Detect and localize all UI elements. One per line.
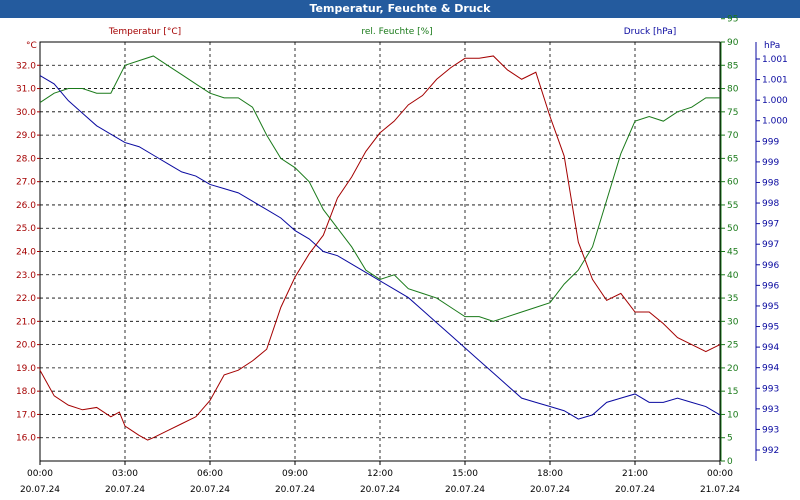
humidity-tick-label: 5	[727, 434, 733, 444]
temperature-tick-label: 23.0	[16, 271, 36, 281]
temperature-tick-label: 27.0	[16, 178, 36, 188]
temperature-tick-label: 24.0	[16, 248, 36, 258]
series-line-pressure	[39, 75, 721, 420]
humidity-tick-label: 90	[727, 38, 739, 48]
pressure-tick-label: 993	[762, 405, 779, 415]
temperature-tick-label: 22.0	[16, 294, 36, 304]
legend-humidity: rel. Feuchte [%]	[361, 27, 432, 37]
temperature-unit: °C	[26, 41, 37, 51]
pressure-tick-label: 994	[762, 343, 779, 353]
x-tick-date: 20.07.24	[530, 485, 570, 495]
temperature-tick-label: 30.0	[16, 108, 36, 118]
temperature-tick-label: 20.0	[16, 341, 36, 351]
pressure-tick-label: 998	[762, 178, 779, 188]
x-tick-date: 20.07.24	[275, 485, 315, 495]
window-title: Temperatur, Feuchte & Druck	[0, 0, 800, 18]
pressure-tick-label: 992	[762, 446, 779, 456]
x-tick-time: 00:00	[27, 469, 53, 479]
humidity-tick-label: 85	[727, 61, 738, 71]
legend-pressure: Druck [hPa]	[624, 27, 677, 37]
temperature-tick-label: 16.0	[16, 434, 36, 444]
temperature-tick-label: 31.0	[16, 85, 36, 95]
humidity-tick-label: 35	[727, 294, 738, 304]
x-tick-time: 03:00	[112, 469, 138, 479]
humidity-tick-label: 10	[727, 410, 739, 420]
pressure-tick-label: 995	[762, 302, 779, 312]
x-tick-time: 21:00	[622, 469, 648, 479]
temperature-tick-label: 19.0	[16, 364, 36, 374]
series-line-temperature	[39, 55, 721, 441]
x-tick-date: 20.07.24	[190, 485, 230, 495]
temperature-tick-label: 25.0	[16, 224, 36, 234]
humidity-tick-label: 15	[727, 387, 738, 397]
temperature-tick-label: 21.0	[16, 317, 36, 327]
pressure-tick-label: 997	[762, 240, 779, 250]
x-tick-time: 18:00	[537, 469, 563, 479]
x-tick-time: 09:00	[282, 469, 308, 479]
pressure-tick-label: 996	[762, 261, 779, 271]
pressure-tick-label: 996	[762, 281, 779, 291]
pressure-tick-label: 1.000	[762, 117, 788, 127]
humidity-tick-label: 30	[727, 317, 739, 327]
temperature-tick-label: 26.0	[16, 201, 36, 211]
humidity-tick-label: 95	[727, 15, 738, 25]
humidity-tick-label: 20	[727, 364, 739, 374]
pressure-tick-label: 998	[762, 199, 779, 209]
x-tick-time: 06:00	[197, 469, 223, 479]
x-tick-time: 12:00	[367, 469, 393, 479]
temperature-tick-label: 17.0	[16, 410, 36, 420]
humidity-tick-label: 50	[727, 224, 739, 234]
humidity-tick-label: 0	[727, 457, 733, 467]
humidity-tick-label: 80	[727, 85, 739, 95]
x-tick-date: 20.07.24	[360, 485, 400, 495]
temperature-tick-label: 32.0	[16, 61, 36, 71]
pressure-tick-label: 1.001	[762, 76, 788, 86]
humidity-tick-label: 70	[727, 131, 739, 141]
x-tick-date: 20.07.24	[615, 485, 655, 495]
humidity-tick-label: 40	[727, 271, 739, 281]
pressure-tick-label: 1.001	[762, 55, 788, 65]
series-line-humidity	[39, 55, 720, 322]
pressure-tick-label: 993	[762, 384, 779, 394]
humidity-tick-label: 65	[727, 154, 738, 164]
humidity-tick-label: 75	[727, 108, 738, 118]
pressure-tick-label: 999	[762, 137, 779, 147]
pressure-tick-label: 994	[762, 364, 779, 374]
x-tick-date: 21.07.24	[700, 485, 740, 495]
pressure-tick-label: 999	[762, 158, 779, 168]
x-tick-date: 20.07.24	[20, 485, 60, 495]
temperature-tick-label: 18.0	[16, 387, 36, 397]
pressure-unit: hPa	[764, 41, 780, 51]
pressure-tick-label: 1.000	[762, 96, 788, 106]
temperature-tick-label: 28.0	[16, 154, 36, 164]
humidity-tick-label: 55	[727, 201, 738, 211]
x-tick-date: 20.07.24	[445, 485, 485, 495]
legend-temperature: Temperatur [°C]	[108, 27, 181, 37]
pressure-tick-label: 997	[762, 220, 779, 230]
x-tick-time: 00:00	[707, 469, 733, 479]
temperature-tick-label: 29.0	[16, 131, 36, 141]
x-tick-date: 20.07.24	[105, 485, 145, 495]
humidity-tick-label: 25	[727, 341, 738, 351]
pressure-tick-label: 993	[762, 425, 779, 435]
x-tick-time: 15:00	[452, 469, 478, 479]
humidity-tick-label: 45	[727, 248, 738, 258]
pressure-tick-label: 995	[762, 323, 779, 333]
humidity-tick-label: 60	[727, 178, 739, 188]
